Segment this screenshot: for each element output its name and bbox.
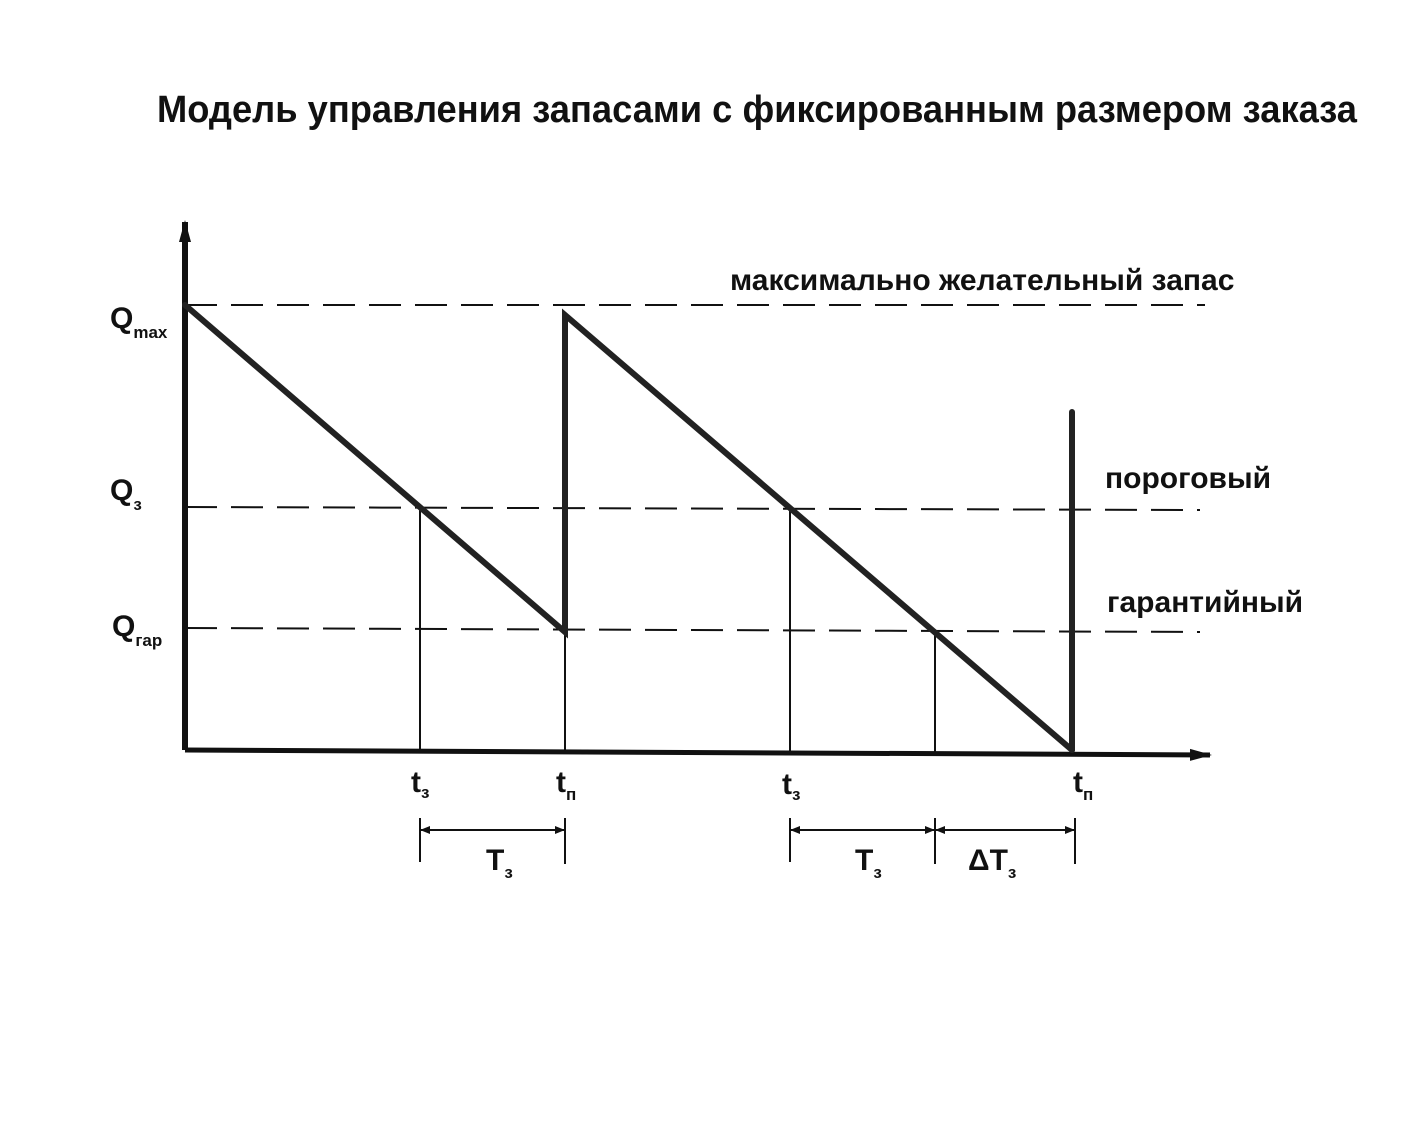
title: Модель управления запасами с фиксированн… (157, 89, 1358, 131)
threshold-level-line (184, 506, 1201, 511)
interval-label-main: T (486, 844, 504, 877)
time-label-sub: п (1083, 785, 1093, 804)
time-label-sub: з (792, 785, 800, 804)
interval-brackets (419, 818, 1076, 864)
level-label-main: Q (112, 610, 135, 643)
time-label-main: t (411, 766, 421, 799)
level-label-main: Q (110, 302, 133, 335)
time-label: tз (411, 766, 429, 802)
time-label: tп (556, 766, 576, 804)
level-label-main: Q (110, 474, 133, 507)
guarantee-level-line (184, 627, 1201, 633)
interval-label: Tз (486, 844, 513, 882)
x-axis (184, 747, 1212, 761)
interval-label-main: T (855, 844, 873, 877)
time-label-main: t (556, 766, 566, 799)
stock-line (182, 302, 1075, 753)
level-label: Qз (110, 474, 142, 514)
interval-label-sub: з (504, 863, 512, 882)
time-label: tз (782, 768, 800, 804)
level-label-sub: з (133, 495, 141, 514)
time-label-main: t (1073, 766, 1083, 799)
level-label-sub: max (133, 323, 168, 342)
time-label-main: t (782, 768, 792, 801)
time-label-sub: з (421, 783, 429, 802)
interval-label-sub: з (1008, 863, 1016, 882)
level-name: максимально желательный запас (730, 264, 1234, 297)
level-name: гарантийный (1107, 586, 1303, 619)
time-label-sub: п (566, 785, 576, 804)
level-label-sub: гар (135, 631, 162, 650)
level-label: Qгар (112, 610, 162, 650)
interval-label: Tз (855, 844, 882, 882)
time-label: tп (1073, 766, 1093, 804)
interval-label: ΔTз (968, 844, 1016, 882)
interval-label-sub: з (873, 863, 881, 882)
level-name: пороговый (1105, 462, 1271, 495)
interval-label-main: ΔT (968, 844, 1008, 877)
level-label: Qmax (110, 302, 168, 342)
